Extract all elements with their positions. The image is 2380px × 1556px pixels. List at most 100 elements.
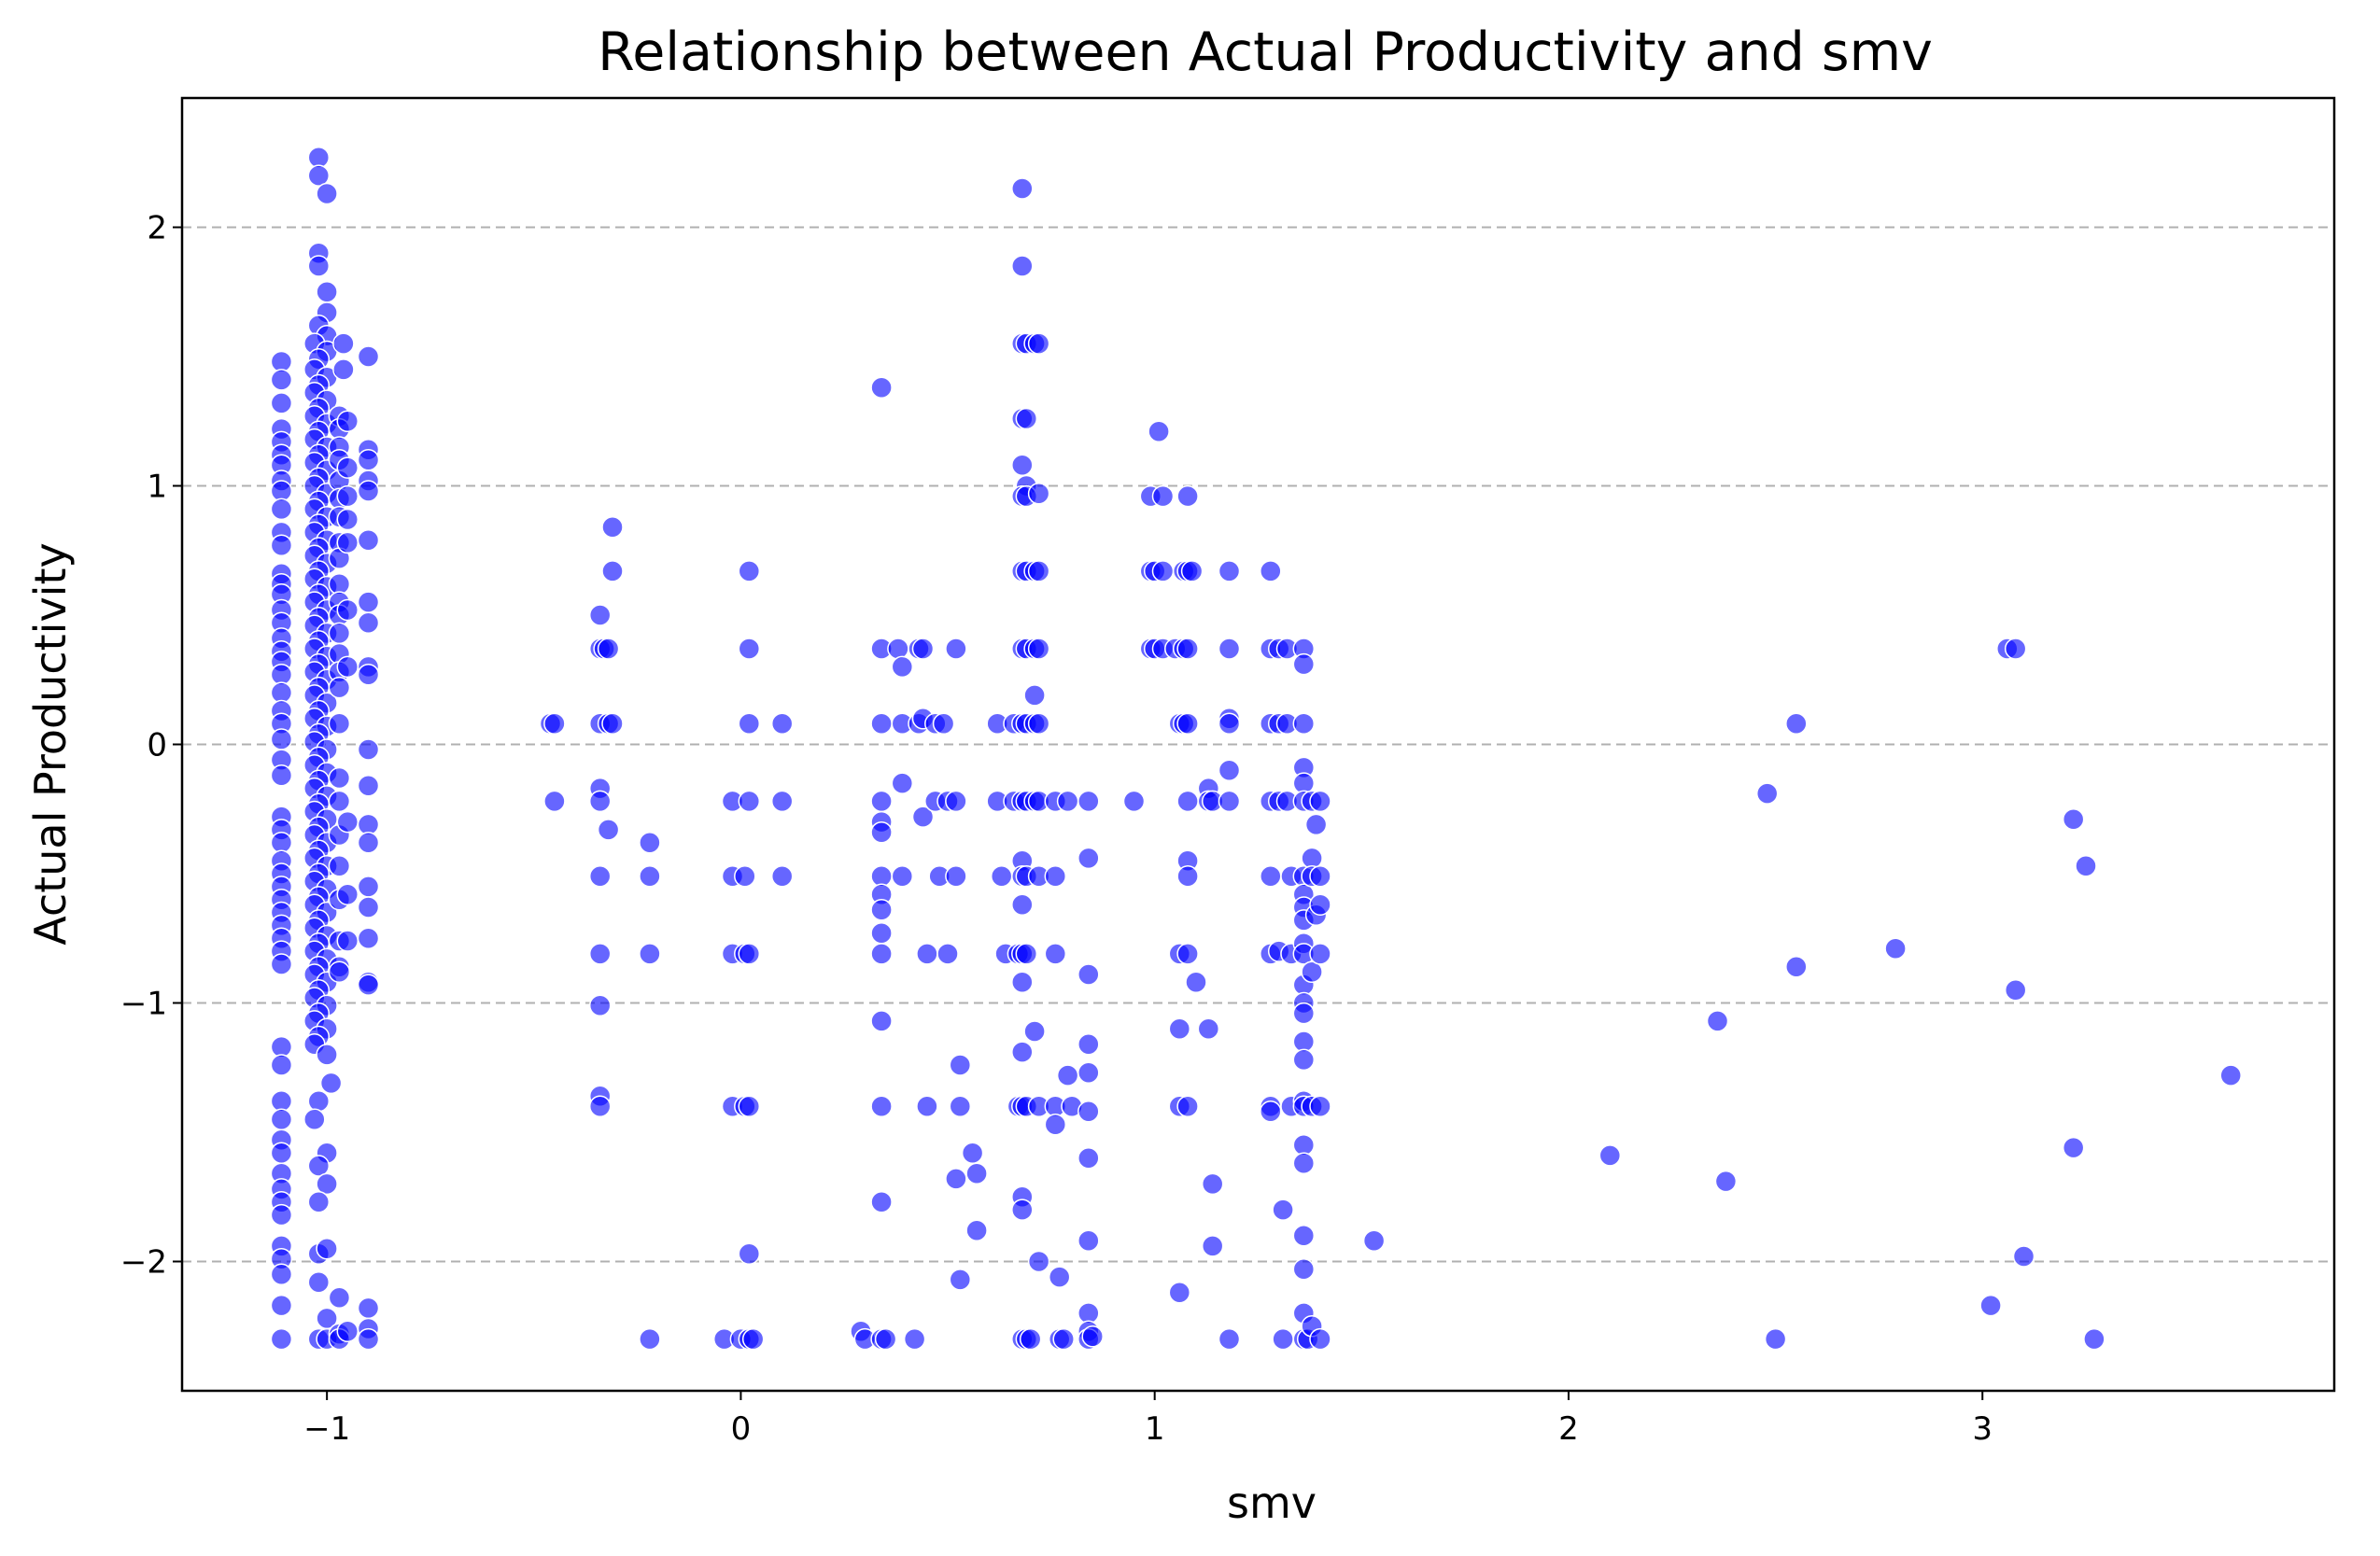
y-tick-label: 2 — [147, 210, 167, 247]
data-point — [1056, 790, 1079, 813]
data-point — [336, 456, 359, 479]
data-point — [1218, 638, 1241, 660]
data-point — [1197, 1017, 1220, 1040]
data-point — [357, 775, 380, 797]
data-point — [949, 1095, 972, 1118]
data-point — [1011, 255, 1034, 277]
data-point — [911, 806, 935, 828]
data-point — [1292, 1225, 1316, 1247]
data-point — [1714, 1170, 1738, 1193]
data-point — [588, 604, 612, 626]
data-point — [601, 516, 624, 539]
data-point — [1176, 790, 1199, 813]
x-axis-label: smv — [1227, 1478, 1317, 1528]
data-point — [738, 712, 761, 736]
data-point — [1292, 1048, 1316, 1072]
data-point — [1764, 1327, 1787, 1351]
data-point — [336, 531, 359, 554]
data-point — [588, 1095, 612, 1118]
data-point — [738, 943, 761, 965]
data-point — [1706, 1010, 1729, 1032]
data-point — [1292, 1258, 1316, 1281]
y-axis-ticks: −2 −1 0 1 2 — [120, 210, 182, 1282]
data-point — [1785, 955, 1808, 978]
data-point — [270, 369, 293, 391]
y-tick-label: 1 — [147, 469, 167, 506]
data-point — [357, 611, 380, 635]
data-point — [1019, 1327, 1042, 1351]
data-point — [270, 1054, 293, 1076]
data-point — [1011, 893, 1034, 916]
data-point — [2083, 1327, 2105, 1351]
data-point — [1362, 1229, 1386, 1253]
data-point — [1785, 712, 1808, 736]
x-axis-ticks: −1 0 1 2 3 — [303, 1391, 1993, 1448]
data-point — [270, 498, 293, 521]
data-point — [588, 994, 612, 1017]
data-point — [891, 772, 914, 794]
data-point — [965, 1162, 988, 1185]
data-point — [1151, 484, 1175, 508]
data-point — [336, 655, 359, 679]
data-point — [965, 1219, 988, 1242]
data-point — [870, 820, 893, 844]
data-point — [870, 1010, 893, 1032]
data-point — [270, 764, 293, 787]
data-point — [2075, 854, 2097, 877]
data-point — [734, 865, 756, 888]
data-point — [945, 1168, 967, 1190]
data-point — [597, 819, 620, 841]
data-point — [357, 1327, 380, 1351]
data-point — [1201, 1235, 1224, 1257]
data-point — [874, 1327, 897, 1351]
y-tick-label: 0 — [147, 727, 167, 764]
x-tick-label: 1 — [1145, 1410, 1165, 1448]
data-point — [1077, 790, 1100, 813]
data-point — [1292, 1002, 1316, 1025]
data-point — [1077, 1061, 1100, 1085]
data-point — [1151, 560, 1175, 582]
data-point — [1027, 483, 1050, 505]
data-point — [601, 712, 624, 736]
data-point — [1023, 1020, 1046, 1043]
data-point — [870, 790, 893, 813]
data-point — [1260, 560, 1282, 582]
data-point — [2062, 808, 2085, 831]
data-point — [336, 484, 359, 508]
data-point — [1598, 1144, 1622, 1167]
data-point — [1044, 1113, 1067, 1136]
data-point — [2004, 638, 2027, 660]
data-point — [990, 865, 1013, 888]
data-point — [328, 622, 351, 645]
data-point — [870, 943, 893, 965]
data-point — [316, 1044, 338, 1066]
data-point — [307, 164, 331, 187]
data-point — [1048, 1266, 1071, 1288]
data-point — [1309, 893, 1331, 916]
data-point — [1176, 865, 1199, 888]
data-point — [639, 943, 661, 965]
data-point — [961, 1142, 984, 1164]
data-point — [1015, 407, 1038, 430]
data-point — [1309, 943, 1331, 965]
data-point — [588, 865, 612, 888]
data-point — [2062, 1136, 2085, 1159]
y-axis-label: Actual Productivity — [25, 542, 76, 945]
data-point — [357, 974, 380, 996]
data-point — [1176, 712, 1199, 736]
data-point — [2012, 1245, 2035, 1268]
data-point — [870, 899, 893, 921]
data-point — [1218, 712, 1241, 736]
data-point — [1218, 1327, 1241, 1351]
y-tick-label: −2 — [120, 1244, 167, 1282]
data-point — [1015, 943, 1038, 965]
data-point — [891, 655, 914, 679]
data-point — [1979, 1294, 2002, 1317]
data-point — [916, 943, 938, 965]
data-point — [1218, 790, 1241, 813]
data-point — [303, 1108, 326, 1130]
data-point — [332, 332, 355, 355]
data-point — [270, 1108, 293, 1130]
y-tick-label: −1 — [120, 986, 167, 1023]
